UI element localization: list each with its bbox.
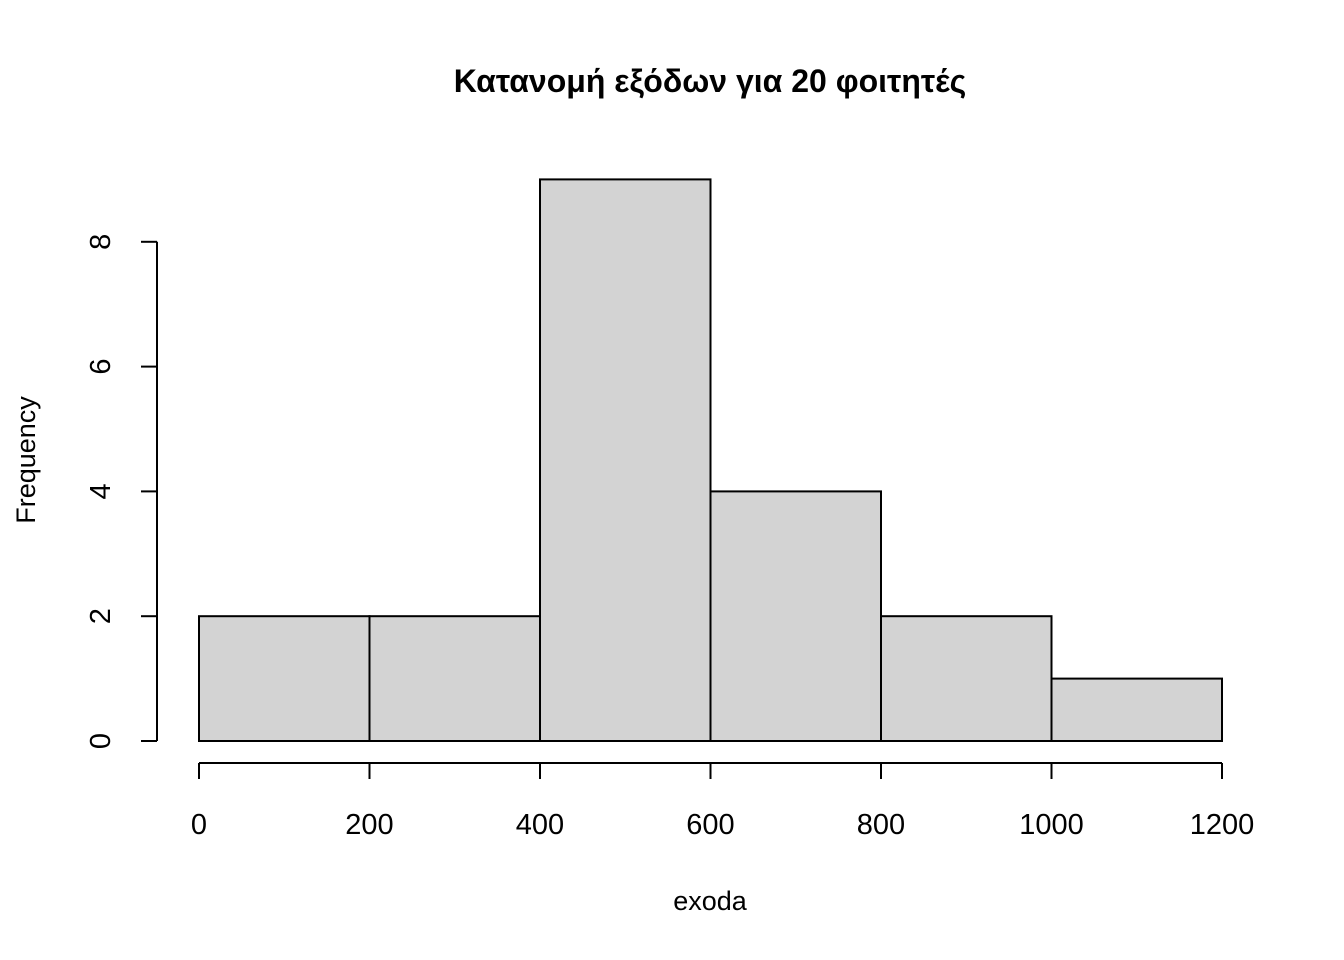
x-tick-label-1000: 1000: [1019, 809, 1084, 841]
x-tick-label-200: 200: [345, 809, 393, 841]
histogram-bar-1000-1200: [1050, 677, 1223, 742]
y-tick-label-8: 8: [85, 234, 117, 250]
x-tick-label-400: 400: [516, 809, 564, 841]
y-tick-label-2: 2: [85, 608, 117, 624]
y-axis-label: Frequency: [11, 396, 41, 524]
y-axis: 0 2 4 6 8: [85, 234, 158, 749]
x-tick-label-0: 0: [191, 809, 207, 841]
histogram-bar-800-1000: [880, 615, 1053, 743]
histogram-bar-400-600: [539, 178, 712, 742]
x-tick-label-800: 800: [857, 809, 905, 841]
y-tick-label-4: 4: [85, 483, 117, 499]
bars-group: [198, 178, 1223, 743]
x-axis-label: exoda: [673, 886, 748, 916]
x-axis: 0 200 400 600 800 1000 1200: [191, 762, 1255, 841]
chart-title: Κατανομή εξόδων για 20 φοιτητές: [454, 63, 966, 99]
histogram-bar-600-800: [709, 490, 882, 742]
histogram-bar-200-400: [368, 615, 541, 743]
x-tick-label-1200: 1200: [1190, 809, 1255, 841]
y-tick-label-0: 0: [85, 733, 117, 749]
y-tick-label-6: 6: [85, 359, 117, 375]
histogram-bar-0-200: [198, 615, 371, 743]
x-tick-label-600: 600: [686, 809, 734, 841]
